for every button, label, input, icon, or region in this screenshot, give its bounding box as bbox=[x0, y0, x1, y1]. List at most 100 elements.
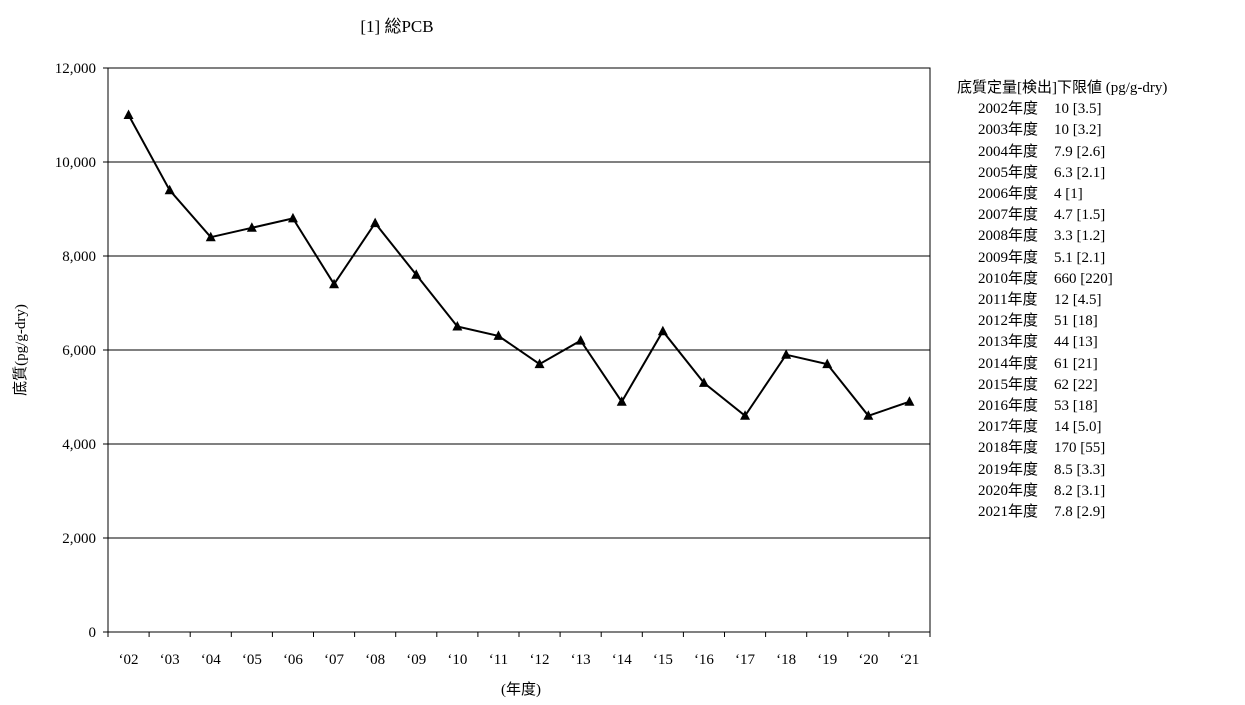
legend-row: 2009年度 5.1 [2.1] bbox=[957, 248, 1242, 269]
x-tick-label: ‘05 bbox=[242, 652, 262, 668]
legend-row: 2002年度 10 [3.5] bbox=[957, 99, 1242, 120]
legend-year: 2004年度 bbox=[978, 143, 1039, 160]
legend-row: 2014年度 61 [21] bbox=[957, 354, 1242, 375]
legend-year: 2016年度 bbox=[978, 398, 1039, 415]
y-tick-label: 6,000 bbox=[62, 343, 96, 359]
data-point bbox=[164, 184, 175, 195]
y-tick-label: 12,000 bbox=[55, 61, 96, 77]
data-point bbox=[781, 349, 792, 359]
x-tick-label: ‘13 bbox=[571, 652, 591, 668]
legend-year: 2002年度 bbox=[978, 101, 1039, 118]
legend-row: 2003年度 10 [3.2] bbox=[957, 120, 1242, 141]
legend-limit-value: 10 [3.2] bbox=[1054, 122, 1102, 139]
data-point bbox=[411, 269, 422, 279]
data-point bbox=[534, 358, 545, 369]
data-point bbox=[123, 109, 134, 119]
y-tick-label: 2,000 bbox=[62, 531, 96, 547]
legend-year: 2021年度 bbox=[978, 504, 1039, 521]
data-point bbox=[740, 410, 751, 420]
data-point bbox=[329, 278, 340, 289]
legend-year: 2014年度 bbox=[978, 355, 1039, 372]
data-point bbox=[493, 330, 504, 340]
x-tick-label: ‘03 bbox=[160, 652, 180, 668]
legend-row: 2011年度 12 [4.5] bbox=[957, 290, 1242, 311]
data-point bbox=[698, 377, 709, 387]
legend-year: 2017年度 bbox=[978, 419, 1039, 436]
legend-year: 2010年度 bbox=[978, 270, 1039, 287]
legend-row: 2018年度 170 [55] bbox=[957, 438, 1242, 459]
y-tick-label: 8,000 bbox=[62, 249, 96, 265]
legend-year: 2003年度 bbox=[978, 122, 1039, 139]
legend-row: 2006年度 4 [1] bbox=[957, 184, 1242, 205]
x-tick-label: ‘21 bbox=[899, 652, 919, 668]
y-axis-ticks: 0 2,000 4,000 6,000 8,000 10,000 12,000 bbox=[55, 61, 108, 641]
legend-limit-value: 8.5 [3.3] bbox=[1054, 461, 1106, 478]
data-point bbox=[616, 396, 627, 406]
x-tick-label: ‘14 bbox=[612, 652, 632, 668]
y-tick-label: 10,000 bbox=[55, 155, 96, 171]
y-tick-label: 0 bbox=[89, 625, 97, 641]
series-markers bbox=[123, 109, 915, 420]
detection-limit-legend: 底質定量[検出]下限値 (pg/g-dry) 2002年度 10 [3.5] 200… bbox=[957, 78, 1242, 523]
x-tick-label: ‘12 bbox=[530, 652, 550, 668]
legend-row: 2013年度 44 [13] bbox=[957, 332, 1242, 353]
data-point bbox=[822, 358, 833, 369]
legend-year: 2013年度 bbox=[978, 334, 1039, 351]
legend-row: 2012年度 51 [18] bbox=[957, 311, 1242, 332]
x-tick-label: ‘06 bbox=[283, 652, 303, 668]
legend-year: 2008年度 bbox=[978, 228, 1039, 245]
data-point bbox=[904, 396, 915, 406]
legend-limit-value: 61 [21] bbox=[1054, 355, 1098, 372]
x-tick-label: ‘10 bbox=[447, 652, 467, 668]
chart-title: [1] 総PCB bbox=[360, 17, 433, 36]
legend-year: 2015年度 bbox=[978, 376, 1039, 393]
legend-year: 2005年度 bbox=[978, 164, 1039, 181]
legend-year: 2006年度 bbox=[978, 186, 1039, 203]
x-tick-label: ‘20 bbox=[858, 652, 878, 668]
legend-limit-value: 53 [18] bbox=[1054, 398, 1098, 415]
legend-limit-value: 62 [22] bbox=[1054, 376, 1098, 393]
data-point bbox=[205, 231, 216, 242]
legend-limit-value: 14 [5.0] bbox=[1054, 419, 1102, 436]
data-point bbox=[287, 212, 298, 223]
legend-row: 2005年度 6.3 [2.1] bbox=[957, 163, 1242, 184]
legend-year: 2019年度 bbox=[978, 461, 1039, 478]
x-tick-label: ‘19 bbox=[817, 652, 837, 668]
legend-row: 2016年度 53 [18] bbox=[957, 396, 1242, 417]
data-point bbox=[657, 325, 668, 336]
x-tick-label: ‘08 bbox=[365, 652, 385, 668]
legend-rows: 2002年度 10 [3.5] 2003年度 10 [3.2] 2004年度 7.9 [2… bbox=[957, 99, 1242, 523]
y-axis-label: 底質(pg/g-dry) bbox=[11, 304, 29, 396]
legend-year: 2009年度 bbox=[978, 249, 1039, 266]
x-tick-label: ‘18 bbox=[776, 652, 796, 668]
data-point bbox=[246, 222, 257, 232]
x-tick-label: ‘07 bbox=[324, 652, 344, 668]
legend-limit-value: 4 [1] bbox=[1054, 186, 1083, 203]
legend-limit-value: 12 [4.5] bbox=[1054, 292, 1102, 309]
legend-row: 2004年度 7.9 [2.6] bbox=[957, 142, 1242, 163]
legend-limit-value: 51 [18] bbox=[1054, 313, 1098, 330]
legend-limit-value: 5.1 [2.1] bbox=[1054, 249, 1106, 266]
data-point bbox=[863, 410, 874, 420]
legend-limit-value: 44 [13] bbox=[1054, 334, 1098, 351]
x-tick-label: ‘04 bbox=[201, 652, 221, 668]
legend-year: 2020年度 bbox=[978, 482, 1039, 499]
legend-row: 2019年度 8.5 [3.3] bbox=[957, 460, 1242, 481]
legend-row: 2015年度 62 [22] bbox=[957, 375, 1242, 396]
legend-limit-value: 660 [220] bbox=[1054, 270, 1113, 287]
series-line bbox=[127, 114, 910, 418]
legend-year: 2012年度 bbox=[978, 313, 1039, 330]
x-tick-label: ‘02 bbox=[119, 652, 139, 668]
legend-row: 2021年度 7.8 [2.9] bbox=[957, 502, 1242, 523]
data-point bbox=[452, 321, 463, 331]
x-tick-label: ‘16 bbox=[694, 652, 714, 668]
legend-limit-value: 7.9 [2.6] bbox=[1054, 143, 1106, 160]
x-axis-ticks: ‘02 ‘03 ‘04 ‘05 ‘06 ‘07 ‘08 ‘09 ‘10 ‘11 ‘12 ‘13 ‘14 ‘… bbox=[107, 632, 931, 668]
x-tick-label: ‘09 bbox=[406, 652, 426, 668]
x-tick-label: ‘17 bbox=[735, 652, 755, 668]
legend-row: 2010年度 660 [220] bbox=[957, 269, 1242, 290]
legend-row: 2007年度 4.7 [1.5] bbox=[957, 205, 1242, 226]
x-axis-label: (年度) bbox=[501, 681, 541, 698]
legend-year: 2018年度 bbox=[978, 440, 1039, 457]
legend-limit-value: 6.3 [2.1] bbox=[1054, 164, 1106, 181]
